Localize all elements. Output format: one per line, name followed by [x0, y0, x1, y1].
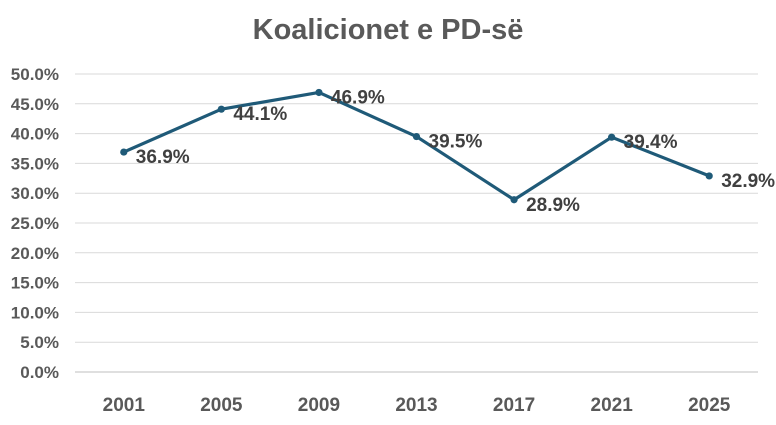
- data-label: 28.9%: [526, 195, 580, 216]
- y-tick-label: 25.0%: [11, 214, 59, 233]
- y-tick-label: 45.0%: [11, 95, 59, 114]
- y-tick-label: 15.0%: [11, 274, 59, 293]
- data-label: 46.9%: [331, 87, 385, 108]
- x-tick-label: 2021: [591, 395, 634, 416]
- y-tick-label: 35.0%: [11, 154, 59, 173]
- data-label: 32.9%: [721, 171, 775, 192]
- y-tick-label: 10.0%: [11, 303, 59, 322]
- series-line: [122, 90, 711, 202]
- data-point: [510, 196, 518, 204]
- y-tick-label: 40.0%: [11, 125, 59, 144]
- y-tick-label: 20.0%: [11, 244, 59, 263]
- data-point: [315, 88, 323, 97]
- x-tick-label: 2009: [298, 395, 340, 416]
- data-label: 39.4%: [624, 132, 678, 153]
- x-tick-label: 2001: [103, 395, 146, 416]
- data-label: 44.1%: [233, 104, 287, 125]
- data-point: [217, 105, 225, 113]
- x-tick-label: 2025: [688, 395, 731, 416]
- y-tick-label: 0.0%: [20, 363, 59, 382]
- data-point: [120, 148, 128, 156]
- chart-title: Koalicionet e PD-së: [252, 14, 524, 46]
- x-tick-label: 2017: [493, 395, 535, 416]
- data-label: 36.9%: [136, 147, 190, 168]
- data-label: 39.5%: [429, 132, 483, 153]
- y-tick-label: 50.0%: [11, 65, 59, 84]
- y-tick-label: 5.0%: [20, 333, 59, 352]
- data-point: [608, 133, 616, 141]
- data-point: [412, 132, 421, 141]
- x-tick-label: 2013: [395, 395, 437, 416]
- data-point: [705, 172, 713, 180]
- y-tick-label: 30.0%: [11, 184, 59, 203]
- x-tick-label: 2005: [200, 395, 243, 416]
